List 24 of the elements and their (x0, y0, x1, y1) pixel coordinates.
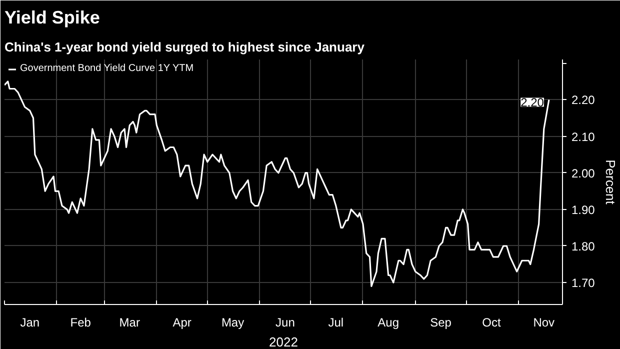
y-tick-label: 1.70 (572, 276, 596, 290)
x-axis-title: 2022 (269, 334, 298, 349)
x-tick-label: Jun (276, 316, 295, 330)
x-tick-label: Oct (482, 316, 502, 330)
data-label: 2.20 (520, 96, 544, 110)
x-tick-label: Apr (172, 316, 192, 330)
line-series (4, 80, 550, 288)
legend-label: Government Bond Yield Curve 1Y YTM (20, 63, 194, 74)
y-tick-label: 2.10 (572, 130, 596, 144)
x-tick-label: Nov (533, 316, 555, 330)
y-tick-label: 1.90 (572, 202, 596, 217)
x-tick-label: Feb (70, 316, 92, 330)
x-tick-label: Sep (430, 316, 452, 330)
x-tick-label: Aug (378, 316, 400, 330)
y-axis-title: Percent (602, 160, 618, 205)
x-tick-label: Jan (20, 316, 40, 330)
x-tick-label: May (221, 316, 244, 330)
x-tick-label: Jul (328, 316, 344, 330)
y-tick-label: 2.00 (572, 166, 596, 180)
chart-subtitle: China's 1-year bond yield surged to highest since January (4, 40, 366, 54)
y-tick-label: 2.20 (572, 93, 596, 108)
x-tick-label: Mar (119, 316, 140, 330)
y-tick-label: 1.80 (572, 239, 596, 254)
chart-title: Yield Spike (4, 8, 100, 28)
